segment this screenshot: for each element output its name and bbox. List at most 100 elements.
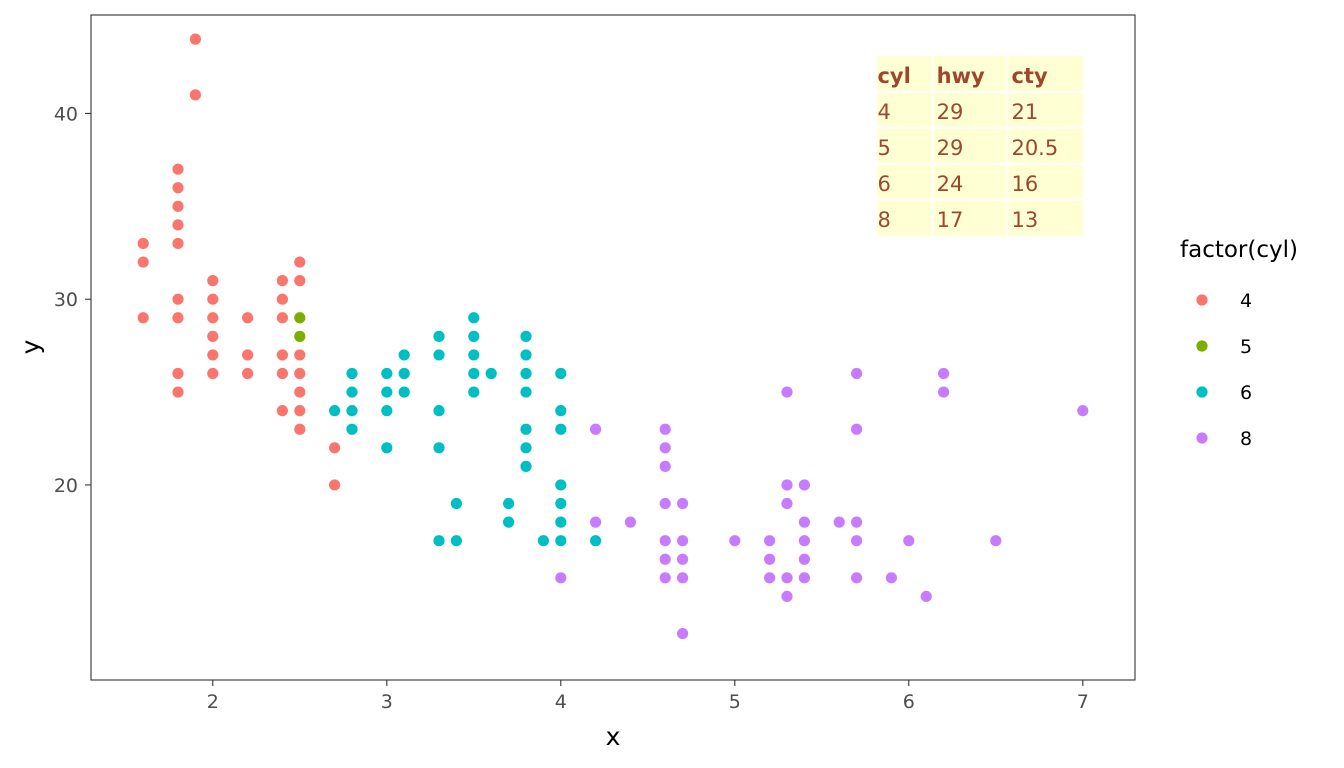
data-point-cyl-4 [294, 256, 306, 268]
data-point-cyl-4 [172, 219, 184, 231]
data-point-cyl-8 [624, 516, 637, 528]
data-point-cyl-4 [276, 312, 288, 324]
data-point-cyl-6 [346, 386, 358, 398]
data-point-cyl-8 [990, 535, 1002, 547]
data-point-cyl-8 [781, 479, 793, 491]
data-point-cyl-8 [938, 367, 950, 380]
data-point-cyl-8 [659, 460, 671, 472]
table-cell: 6 [877, 172, 890, 196]
x-tick-label: 4 [555, 691, 567, 713]
data-point-cyl-6 [520, 349, 532, 361]
data-point-cyl-4 [172, 182, 184, 194]
data-point-cyl-8 [781, 386, 793, 398]
data-point-cyl-6 [555, 497, 567, 510]
table-header-cty: cty [1011, 64, 1047, 88]
data-point-cyl-6 [433, 535, 445, 547]
data-point-cyl-8 [903, 535, 915, 547]
table-cell: 17 [937, 208, 964, 232]
data-point-cyl-6 [433, 442, 445, 454]
data-point-cyl-8 [938, 386, 950, 398]
data-point-cyl-8 [798, 479, 811, 491]
table-cell: 8 [877, 208, 890, 232]
data-point-cyl-4 [172, 237, 184, 250]
data-point-cyl-6 [503, 516, 515, 528]
table-cell: 5 [877, 136, 890, 160]
y-tick-label: 20 [54, 475, 78, 497]
table-cell: 24 [937, 172, 964, 196]
table-cell: 4 [877, 100, 890, 124]
data-point-cyl-6 [537, 535, 550, 547]
data-point-cyl-8 [798, 516, 811, 528]
data-point-cyl-6 [398, 367, 410, 380]
data-point-cyl-8 [659, 535, 671, 547]
legend: factor(cyl) 4 5 6 8 [1180, 237, 1298, 450]
data-point-cyl-4 [294, 367, 306, 380]
data-point-cyl-8 [764, 553, 776, 565]
data-point-cyl-4 [294, 405, 306, 417]
y-tick-label: 30 [54, 289, 78, 311]
data-point-cyl-6 [433, 349, 445, 361]
data-point-cyl-8 [851, 367, 863, 380]
data-point-cyl-5 [294, 312, 306, 324]
data-point-cyl-6 [485, 367, 497, 380]
data-point-cyl-8 [590, 516, 602, 528]
data-point-cyl-6 [520, 386, 532, 398]
data-point-cyl-8 [659, 553, 671, 565]
data-point-cyl-8 [798, 572, 811, 584]
data-points [137, 33, 1089, 640]
data-point-cyl-4 [294, 349, 306, 361]
table-cell: 16 [1011, 172, 1038, 196]
x-tick-label: 7 [1077, 691, 1089, 713]
data-point-cyl-6 [555, 423, 567, 435]
data-point-cyl-6 [590, 535, 602, 547]
table-cell: 29 [937, 136, 964, 160]
data-point-cyl-6 [555, 516, 567, 528]
data-point-cyl-8 [764, 535, 776, 547]
data-point-cyl-6 [450, 535, 462, 547]
table-header-cyl: cyl [877, 64, 910, 88]
table-header-hwy: hwy [937, 64, 985, 88]
data-point-cyl-6 [555, 367, 567, 380]
x-tick-label: 3 [381, 691, 393, 713]
data-point-cyl-8 [677, 535, 689, 547]
data-point-cyl-4 [172, 200, 184, 212]
data-point-cyl-4 [329, 479, 341, 491]
data-point-cyl-8 [851, 516, 863, 528]
data-point-cyl-6 [433, 405, 445, 417]
data-point-cyl-4 [189, 89, 201, 101]
data-point-cyl-6 [555, 479, 567, 491]
data-point-cyl-8 [677, 553, 689, 565]
data-point-cyl-4 [276, 293, 288, 305]
data-point-cyl-6 [468, 349, 480, 361]
summary-table: cyl hwy cty 4 29 21 5 29 20.5 6 24 16 8 17 13 [877, 55, 1083, 236]
data-point-cyl-4 [276, 275, 288, 287]
data-point-cyl-8 [885, 572, 898, 584]
data-point-cyl-8 [729, 535, 741, 547]
data-point-cyl-8 [851, 423, 863, 435]
data-point-cyl-6 [346, 367, 358, 380]
y-tick-label: 40 [54, 103, 78, 125]
data-point-cyl-4 [172, 163, 184, 175]
data-point-cyl-8 [781, 590, 793, 603]
data-point-cyl-6 [468, 330, 480, 342]
data-point-cyl-6 [503, 497, 515, 510]
data-point-cyl-6 [520, 423, 532, 435]
data-point-cyl-4 [207, 330, 219, 342]
data-point-cyl-6 [346, 405, 358, 417]
data-point-cyl-4 [172, 386, 184, 398]
data-point-cyl-8 [555, 572, 567, 584]
data-point-cyl-4 [294, 386, 306, 398]
data-point-cyl-8 [677, 627, 689, 640]
data-point-cyl-4 [207, 367, 219, 380]
data-point-cyl-8 [781, 497, 793, 510]
legend-key-5 [1196, 340, 1208, 352]
data-point-cyl-4 [137, 312, 149, 324]
x-tick-label: 5 [729, 691, 741, 713]
data-point-cyl-6 [520, 442, 532, 454]
data-point-cyl-4 [276, 349, 288, 361]
data-point-cyl-8 [781, 572, 793, 584]
data-point-cyl-8 [851, 572, 863, 584]
data-point-cyl-8 [659, 497, 671, 510]
legend-label-4: 4 [1240, 290, 1252, 312]
legend-label-5: 5 [1240, 336, 1252, 358]
